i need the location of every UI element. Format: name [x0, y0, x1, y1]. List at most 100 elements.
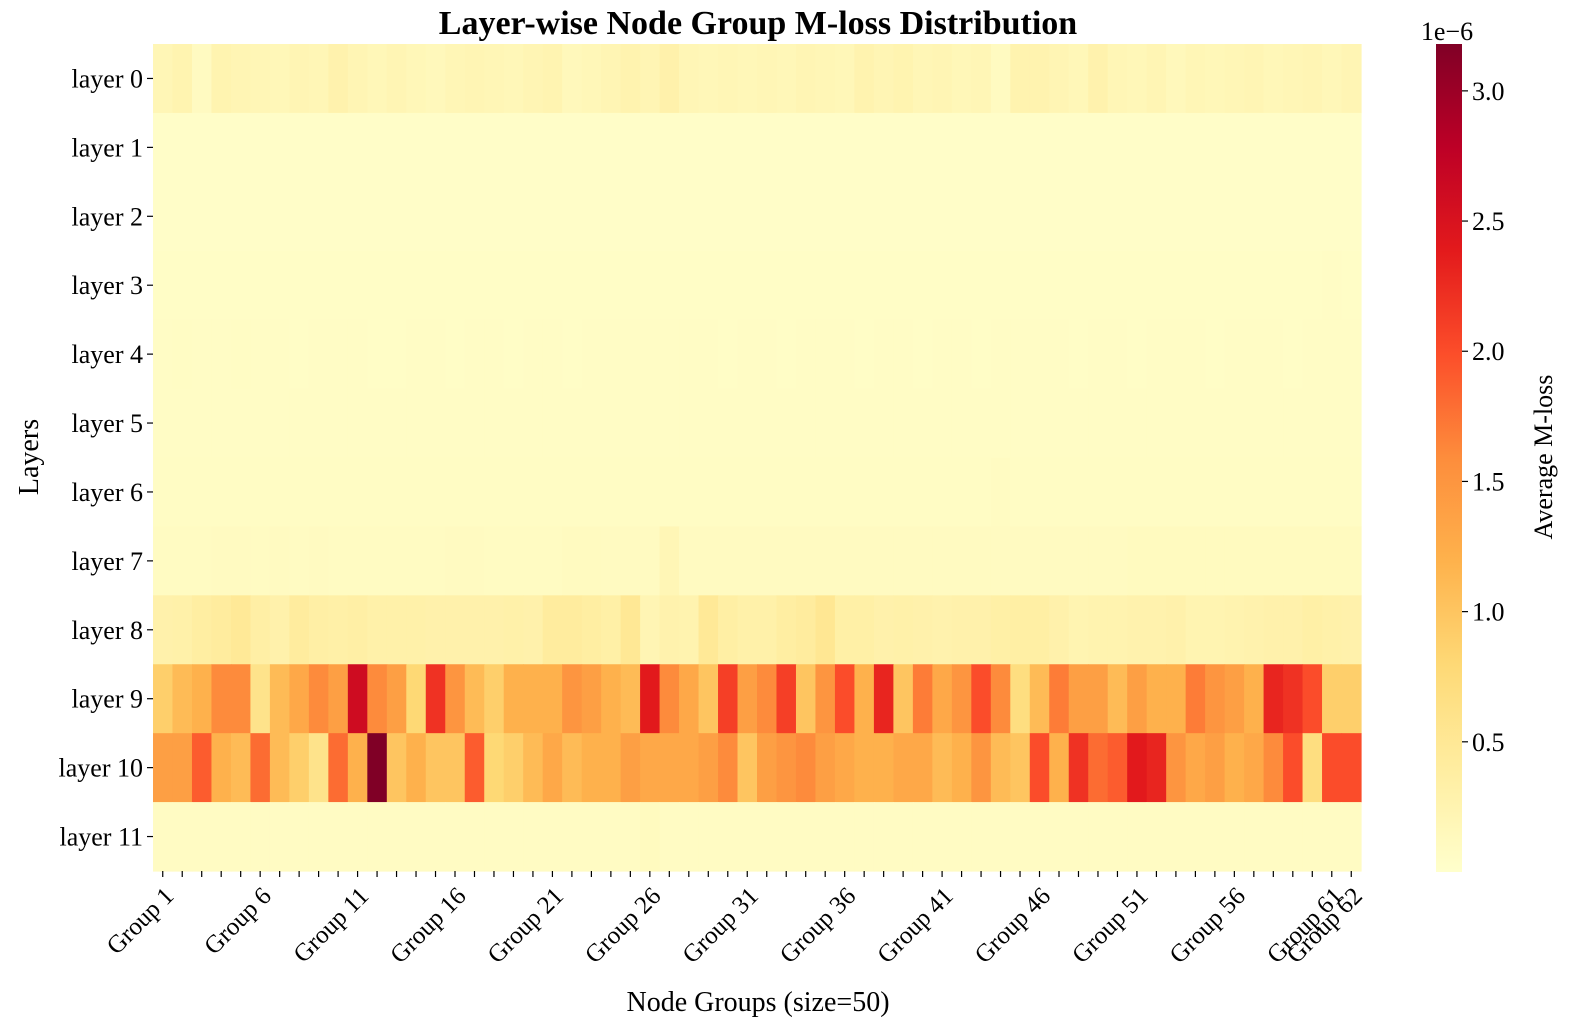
heatmap-cell	[873, 595, 894, 665]
heatmap-cell	[1127, 250, 1148, 321]
heatmap-cell	[406, 664, 427, 734]
heatmap-cell	[1068, 112, 1089, 183]
colorbar-ticks: 0.5 1.0 1.5 2.0 2.5 3.0	[1462, 77, 1505, 757]
heatmap-cell	[932, 526, 953, 596]
heatmap-cell	[873, 802, 894, 872]
heatmap-cell	[1088, 388, 1109, 459]
heatmap-cell	[893, 802, 914, 872]
heatmap-cell	[1244, 664, 1265, 734]
heatmap-cell	[484, 733, 505, 803]
heatmap-cell	[1029, 526, 1050, 596]
heatmap-cell	[971, 595, 992, 665]
heatmap-cell	[951, 664, 972, 734]
y-tick-label: layer 5	[72, 409, 143, 438]
heatmap-cell	[328, 319, 349, 390]
heatmap-cell	[640, 457, 661, 528]
heatmap-cell	[1146, 44, 1167, 114]
colorbar: 0.5 1.0 1.5 2.0 2.5 3.0 1e−6 Average M-loss	[1421, 17, 1558, 872]
heatmap-cell	[386, 388, 407, 459]
heatmap-cell	[873, 664, 894, 734]
heatmap-cell	[873, 457, 894, 528]
heatmap-cell	[230, 388, 252, 459]
heatmap-cell	[834, 112, 856, 183]
heatmap-cell	[328, 664, 349, 734]
heatmap-cell	[269, 802, 290, 872]
heatmap-cell	[912, 733, 933, 803]
heatmap-cell	[718, 112, 739, 183]
heatmap-cell	[737, 664, 758, 734]
heatmap-cell	[718, 181, 739, 252]
heatmap-cell	[990, 733, 1011, 803]
heatmap-cell	[250, 595, 271, 665]
heatmap-cell	[815, 181, 836, 252]
heatmap-cell	[542, 664, 563, 734]
heatmap-cell	[1341, 457, 1362, 528]
heatmap-cell	[1205, 733, 1226, 803]
heatmap-cell	[951, 595, 972, 665]
heatmap-cell	[211, 733, 232, 803]
heatmap-cell	[951, 112, 972, 183]
heatmap-cell	[289, 526, 310, 596]
heatmap-cell	[1263, 44, 1284, 114]
heatmap-cell	[230, 595, 252, 665]
heatmap-cell	[562, 802, 583, 872]
heatmap-cell	[990, 595, 1011, 665]
heatmap-cell	[659, 595, 680, 665]
heatmap-cell	[406, 526, 427, 596]
heatmap-cell	[523, 595, 544, 665]
heatmap-cell	[1224, 595, 1245, 665]
heatmap-cell	[718, 526, 739, 596]
heatmap-cell	[1224, 44, 1245, 114]
heatmap-cell	[503, 181, 524, 252]
heatmap-cell	[640, 802, 661, 872]
heatmap-cell	[211, 44, 232, 114]
heatmap-cell	[445, 319, 466, 390]
heatmap-cell	[873, 250, 894, 321]
heatmap-cell	[737, 388, 758, 459]
heatmap-cell	[990, 457, 1011, 528]
heatmap-cell	[912, 388, 933, 459]
heatmap-cell	[1127, 388, 1148, 459]
heatmap-cell	[757, 44, 778, 114]
heatmap-cell	[737, 457, 758, 528]
colorbar-tick-label: 0.5	[1472, 728, 1505, 757]
heatmap-cell	[191, 733, 213, 803]
heatmap-cell	[1244, 595, 1265, 665]
heatmap-cell	[308, 733, 329, 803]
heatmap-cell	[1224, 457, 1245, 528]
heatmap-cell	[406, 457, 427, 528]
heatmap-cell	[718, 595, 739, 665]
heatmap-cell	[971, 112, 992, 183]
heatmap-cell	[308, 319, 329, 390]
heatmap-cell	[834, 250, 856, 321]
heatmap-cell	[1107, 181, 1128, 252]
x-tick-label: Group 51	[1067, 883, 1153, 969]
heatmap-cell	[990, 802, 1011, 872]
heatmap-cell	[289, 44, 310, 114]
heatmap-cell	[250, 388, 271, 459]
heatmap-cell	[1322, 44, 1343, 114]
heatmap-cell	[601, 181, 622, 252]
heatmap-cell	[328, 388, 349, 459]
heatmap-cell	[795, 181, 817, 252]
heatmap-cell	[562, 526, 583, 596]
heatmap-cell	[854, 595, 875, 665]
heatmap-cell	[1107, 44, 1128, 114]
heatmap-cell	[1224, 250, 1245, 321]
heatmap-cell	[1205, 181, 1226, 252]
heatmap-cell	[1205, 802, 1226, 872]
heatmap-cell	[289, 319, 310, 390]
y-tick-label: layer 9	[72, 685, 143, 714]
heatmap-cell	[1185, 457, 1206, 528]
x-tick-label: Group 41	[872, 883, 958, 969]
heatmap-cell	[776, 526, 797, 596]
heatmap-cell	[1302, 44, 1323, 114]
heatmap-cell	[718, 319, 739, 390]
heatmap-cell	[1244, 802, 1265, 872]
heatmap-cell	[347, 526, 368, 596]
heatmap-cell	[698, 664, 719, 734]
heatmap-cell	[932, 595, 953, 665]
colorbar-tick-label: 1.0	[1472, 598, 1505, 627]
heatmap-cell	[679, 250, 700, 321]
heatmap-cell	[698, 319, 719, 390]
